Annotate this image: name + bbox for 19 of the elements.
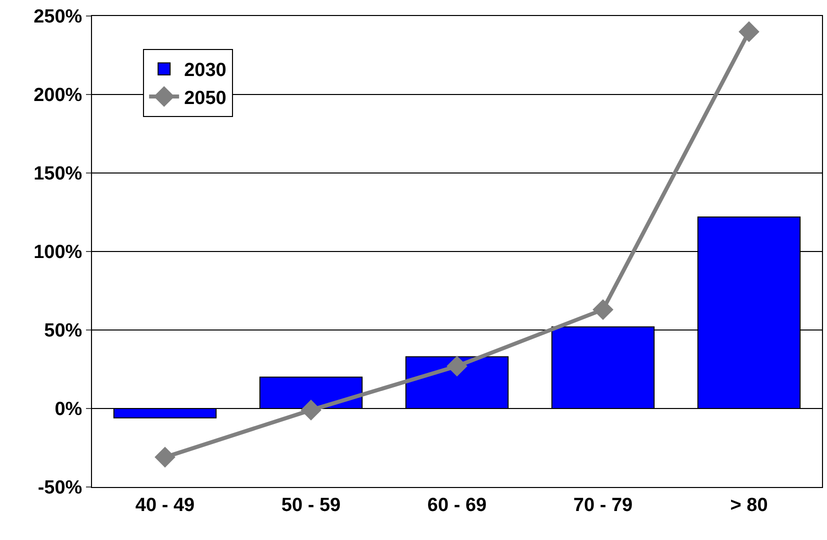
point (738, 21, 760, 42)
x-tick-label: 70 - 79 (573, 494, 633, 516)
y-tick-label: 100% (34, 242, 82, 264)
legend-label: 2030 (184, 60, 226, 82)
y-tick-label: 50% (44, 320, 82, 342)
x-tick-label: 50 - 59 (281, 494, 341, 516)
y-tick-label: 150% (34, 164, 82, 185)
point (154, 446, 176, 468)
y-tick-label: 250% (34, 6, 82, 28)
point (592, 299, 614, 320)
y-tick-label: 0% (54, 399, 82, 420)
legend-label: 2050 (184, 88, 226, 109)
y-tick-label: 200% (34, 85, 82, 106)
x-tick-label: 40 - 49 (135, 494, 195, 516)
x-tick-label: 60 - 69 (427, 494, 487, 516)
point (446, 356, 468, 377)
point (300, 400, 322, 420)
x-tick-label: > 80 (730, 494, 768, 516)
y-tick-label: -50% (38, 478, 82, 499)
